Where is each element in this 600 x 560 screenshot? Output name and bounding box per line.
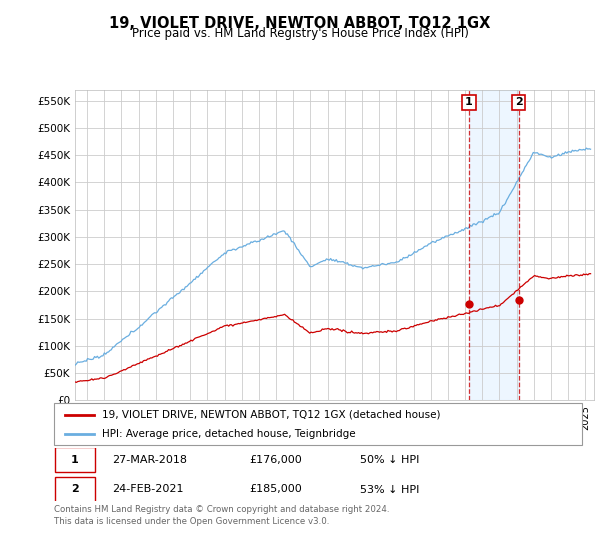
Text: Price paid vs. HM Land Registry's House Price Index (HPI): Price paid vs. HM Land Registry's House … — [131, 27, 469, 40]
Text: 53% ↓ HPI: 53% ↓ HPI — [360, 484, 419, 494]
Text: 27-MAR-2018: 27-MAR-2018 — [112, 455, 187, 465]
Text: 19, VIOLET DRIVE, NEWTON ABBOT, TQ12 1GX: 19, VIOLET DRIVE, NEWTON ABBOT, TQ12 1GX — [109, 16, 491, 31]
Text: £176,000: £176,000 — [250, 455, 302, 465]
Text: 50% ↓ HPI: 50% ↓ HPI — [360, 455, 419, 465]
Text: 1: 1 — [465, 97, 473, 108]
Text: 2: 2 — [71, 484, 79, 494]
Text: 19, VIOLET DRIVE, NEWTON ABBOT, TQ12 1GX (detached house): 19, VIOLET DRIVE, NEWTON ABBOT, TQ12 1GX… — [101, 410, 440, 420]
FancyBboxPatch shape — [55, 447, 95, 472]
Text: 2: 2 — [515, 97, 523, 108]
Bar — [469, 90, 519, 400]
Text: 24-FEB-2021: 24-FEB-2021 — [112, 484, 184, 494]
Text: £185,000: £185,000 — [250, 484, 302, 494]
Text: 1: 1 — [71, 455, 79, 465]
FancyBboxPatch shape — [55, 477, 95, 502]
Text: Contains HM Land Registry data © Crown copyright and database right 2024.
This d: Contains HM Land Registry data © Crown c… — [54, 505, 389, 526]
Text: HPI: Average price, detached house, Teignbridge: HPI: Average price, detached house, Teig… — [101, 430, 355, 439]
